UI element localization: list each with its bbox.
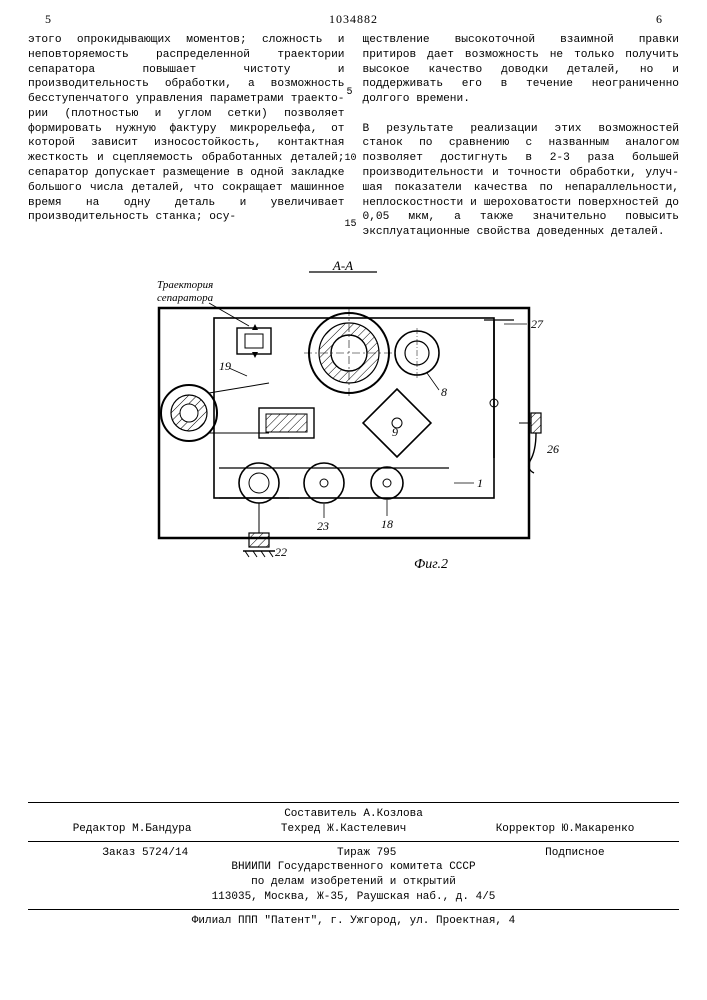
callout-23: 23 — [317, 519, 329, 533]
column-left: этого опрокидывающих моментов; слож­ност… — [28, 33, 345, 240]
line-marker-10: 10 — [345, 152, 357, 165]
callout-8: 8 — [441, 385, 447, 399]
leader-19 — [229, 368, 247, 376]
lower-disc-23-c — [320, 479, 328, 487]
arrow-down-icon — [252, 352, 258, 358]
footer: Составитель А.Козлова Редактор М.Бандура… — [28, 802, 679, 929]
footer-order: Заказ 5724/14 — [102, 846, 188, 861]
callout-1: 1 — [477, 476, 483, 490]
body-text-right: ществление высокоточной взаимной правки … — [363, 34, 680, 238]
footer-org2: по делам изобретений и открытий — [28, 875, 679, 890]
footer-techred: Техред Ж.Кастелевич — [281, 822, 406, 837]
handle-26 — [531, 413, 541, 433]
lower-disc-18 — [371, 467, 403, 499]
section-label: А-А — [331, 258, 352, 273]
callout-18: 18 — [381, 517, 393, 531]
figure-2-svg: А-А Траектория сепаратора — [139, 258, 569, 578]
callout-19: 19 — [219, 359, 231, 373]
figure-caption: Фиг.2 — [414, 557, 448, 572]
ground-22-hatch — [245, 551, 273, 557]
mid-rect-hatch — [266, 414, 307, 432]
callout-27: 27 — [531, 317, 544, 331]
trajectory-leader — [209, 303, 249, 326]
column-right: 5 10 15 ществление высокоточной взаимной… — [363, 33, 680, 240]
trajectory-label-2: сепаратора — [157, 292, 214, 304]
lower-disc-left-inner — [249, 473, 269, 493]
leader-8 — [427, 373, 439, 390]
footer-compiler: Составитель А.Козлова — [28, 807, 679, 822]
footer-rule-1 — [28, 802, 679, 803]
diamond-9 — [363, 389, 431, 457]
line-marker-5: 5 — [347, 86, 353, 99]
trajectory-box — [237, 328, 271, 354]
page-num-right: 6 — [639, 12, 679, 27]
body-text-left: этого опрокидывающих моментов; слож­ност… — [28, 34, 345, 223]
trajectory-label-1: Траектория — [157, 279, 213, 291]
page-num-left: 5 — [28, 12, 68, 27]
callout-22: 22 — [275, 545, 287, 559]
footer-editor: Редактор М.Бандура — [73, 822, 192, 837]
lower-disc-23 — [304, 463, 344, 503]
footer-tirazh: Тираж 795 — [337, 846, 396, 861]
footer-address: 113035, Москва, Ж-35, Раушская наб., д. … — [28, 890, 679, 905]
footer-corrector: Корректор Ю.Макаренко — [496, 822, 635, 837]
lower-disc-left — [239, 463, 279, 503]
footer-rule-2 — [28, 841, 679, 842]
callout-9: 9 — [392, 425, 398, 439]
callout-26: 26 — [547, 442, 559, 456]
arrow-up-icon — [252, 324, 258, 330]
left-pulley-inner — [180, 404, 198, 422]
footer-branch: Филиал ППП "Патент", г. Ужгород, ул. Про… — [28, 914, 679, 929]
patent-number: 1034882 — [68, 12, 639, 27]
belt-top — [209, 383, 269, 393]
trajectory-inner — [245, 334, 263, 348]
line-marker-15: 15 — [345, 218, 357, 231]
lower-disc-18-c — [383, 479, 391, 487]
text-columns: этого опрокидывающих моментов; слож­ност… — [28, 33, 679, 240]
footer-signed: Подписное — [545, 846, 604, 861]
footer-org1: ВНИИПИ Государственного комитета СССР — [28, 860, 679, 875]
header-row: 5 1034882 6 — [28, 12, 679, 27]
footer-rule-3 — [28, 909, 679, 910]
figure-2: А-А Траектория сепаратора — [139, 258, 569, 578]
ground-22-box — [249, 533, 269, 547]
